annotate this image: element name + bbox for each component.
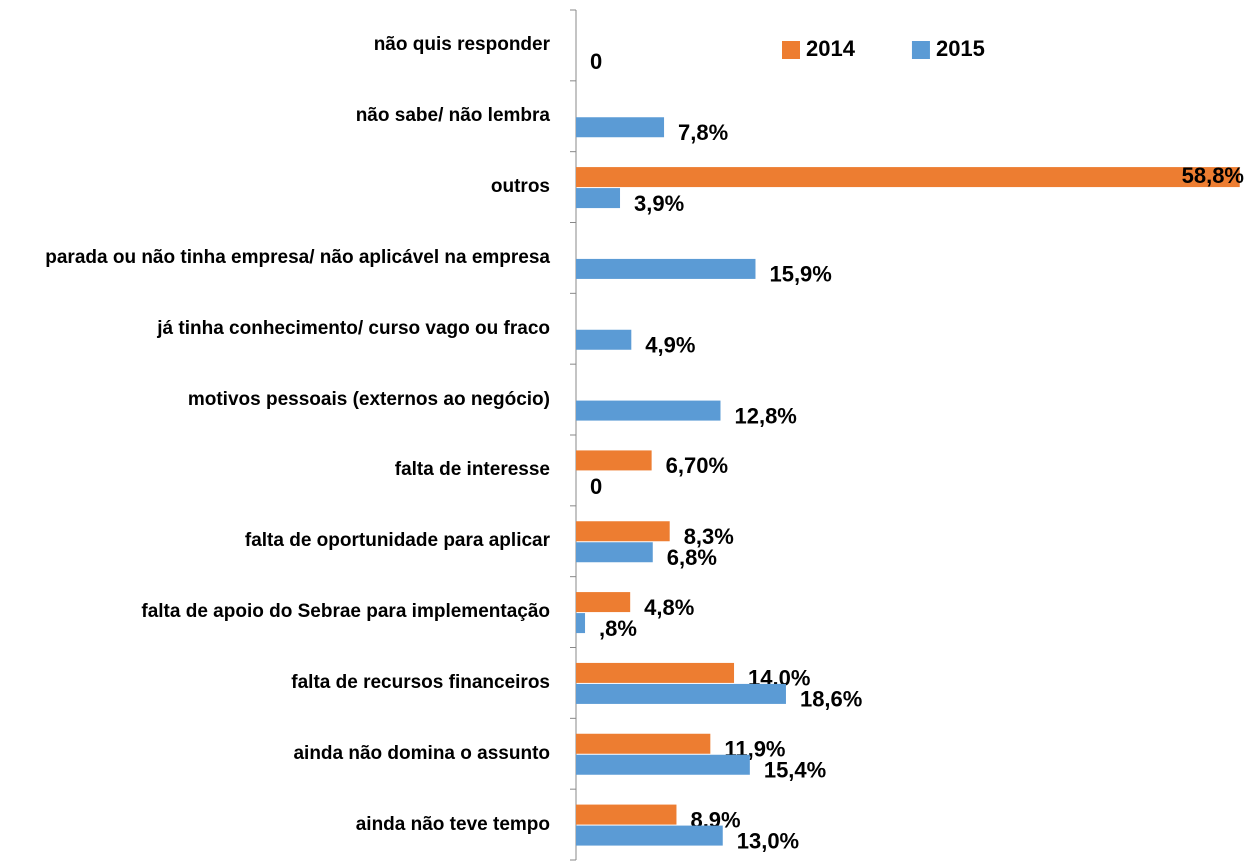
bar xyxy=(576,258,756,279)
data-label: 12,8% xyxy=(734,403,796,428)
bar xyxy=(576,804,677,825)
category-label: falta de apoio do Sebrae para implementa… xyxy=(141,601,550,623)
category-label: motivos pessoais (externos ao negócio) xyxy=(187,388,550,410)
category-label: falta de interesse xyxy=(394,459,550,481)
bar xyxy=(576,733,711,754)
category-label: ainda não teve tempo xyxy=(355,813,550,835)
category-label: ainda não domina o assunto xyxy=(293,742,550,764)
data-label: 6,8% xyxy=(667,545,717,570)
data-label: 15,9% xyxy=(769,262,831,287)
bar xyxy=(576,592,631,613)
data-label: ,8% xyxy=(599,616,637,641)
bar xyxy=(576,167,1240,188)
category-label: falta de recursos financeiros xyxy=(291,671,550,693)
bar xyxy=(576,542,653,563)
legend-swatch xyxy=(782,41,800,59)
bar xyxy=(576,521,670,542)
data-label: 6,70% xyxy=(666,453,728,478)
bar xyxy=(576,662,735,683)
data-label: 4,9% xyxy=(645,333,695,358)
data-label: 3,9% xyxy=(634,191,684,216)
bar xyxy=(576,188,621,209)
data-label: 58,8% xyxy=(1182,163,1244,188)
bar xyxy=(576,754,750,775)
bar xyxy=(576,329,632,350)
data-label: 4,8% xyxy=(644,595,694,620)
data-label: 18,6% xyxy=(800,687,862,712)
category-label: parada ou não tinha empresa/ não aplicáv… xyxy=(45,246,550,268)
legend-swatch xyxy=(911,41,930,59)
data-label: 7,8% xyxy=(678,120,728,145)
legend-label: 2014 xyxy=(806,36,856,61)
category-label: falta de oportunidade para aplicar xyxy=(244,530,550,552)
bar xyxy=(576,683,786,704)
bar xyxy=(576,613,586,634)
category-label: outros xyxy=(490,176,550,198)
category-label: não sabe/ não lembra xyxy=(355,105,550,127)
bar xyxy=(576,825,723,846)
data-label: 0 xyxy=(590,474,602,499)
data-label: 15,4% xyxy=(764,758,826,783)
bar xyxy=(576,450,652,471)
category-label: não quis responder xyxy=(373,34,550,56)
data-label: 13,0% xyxy=(737,828,799,853)
data-label: 8,3% xyxy=(684,524,734,549)
category-label: já tinha conhecimento/ curso vago ou fra… xyxy=(157,317,550,339)
data-label: 0 xyxy=(590,49,602,74)
legend-label: 2015 xyxy=(936,36,985,61)
bar xyxy=(576,117,665,138)
bar xyxy=(576,400,721,421)
